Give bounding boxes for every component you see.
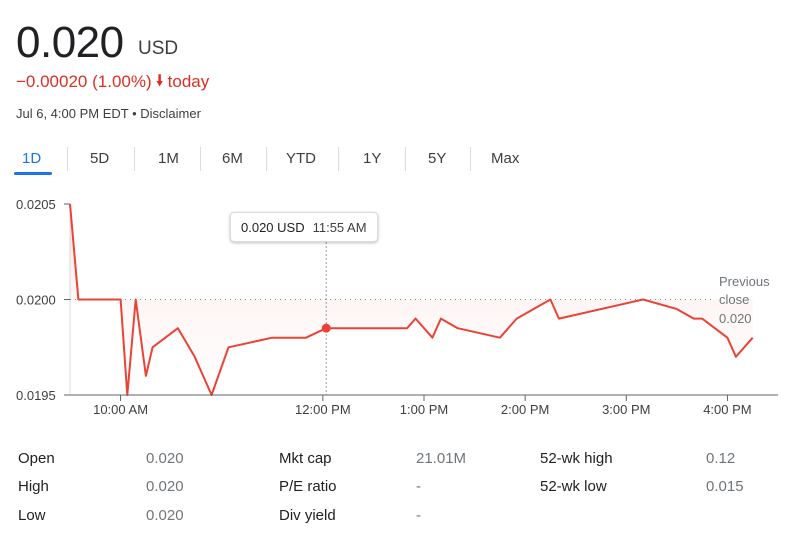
stat-label-52wk-high: 52-wk high [540,450,613,467]
price-value: 0.020 [16,18,124,67]
y-axis-ticks: 0.0205 0.0200 0.0195 [16,197,70,403]
x-axis-ticks: 10:00 AM 12:00 PM 1:00 PM 2:00 PM 3:00 PM 4:0… [93,395,752,417]
x-tick-label: 3:00 PM [602,402,650,417]
x-tick-label: 4:00 PM [703,402,751,417]
active-tab-indicator [14,172,52,175]
tab-divider [134,147,135,171]
previous-close-label: Previous close 0.020 [719,274,770,326]
price-chart[interactable]: 0.0205 0.0200 0.0195 10:00 AM 12:00 PM 1:00 … [0,190,799,430]
y-tick-label: 0.0205 [16,197,56,212]
stat-label-open: Open [18,450,55,467]
stat-value-pe-ratio: - [416,478,421,495]
stat-value-mkt-cap: 21.01M [416,450,467,467]
change-amount: −0.00020 (1.00%) [16,72,152,91]
y-tick-label: 0.0200 [16,293,56,308]
stat-label-high: High [18,478,49,495]
tab-1d[interactable]: 1D [22,150,42,167]
stat-label-mkt-cap: Mkt cap [279,450,332,467]
y-tick-label: 0.0195 [16,388,56,403]
tab-divider [405,147,406,171]
prev-close-label-2: close [719,292,749,307]
change-period: today [167,72,210,91]
x-tick-label: 12:00 PM [295,402,351,417]
price-change: −0.00020 (1.00%) 🠛 today [16,72,209,92]
x-tick-label: 1:00 PM [400,402,448,417]
tab-divider [266,147,267,171]
tooltip-time: 11:55 AM [312,219,367,235]
tab-1m[interactable]: 1M [158,150,179,167]
stat-label-div-yield: Div yield [279,507,336,524]
hover-point [321,323,331,333]
tab-divider [200,147,201,171]
tooltip-value: 0.020 USD [241,219,305,235]
currency-label: USD [138,38,179,59]
stat-value-open: 0.020 [146,450,184,467]
hover-tooltip: 0.020 USD 11:55 AM [230,212,378,242]
stat-label-low: Low [18,507,46,524]
x-tick-label: 10:00 AM [93,402,148,417]
stat-value-52wk-low: 0.015 [706,478,744,495]
arrow-down-icon: 🠛 [155,73,164,90]
tab-divider [67,147,68,171]
prev-close-label-1: Previous [719,274,770,289]
tab-divider [338,147,339,171]
quote-timestamp: Jul 6, 4:00 PM EDT • Disclaimer [16,106,201,121]
stat-value-52wk-high: 0.12 [706,450,736,467]
stat-label-pe-ratio: P/E ratio [279,478,337,495]
stat-label-52wk-low: 52-wk low [540,478,607,495]
price-line [69,203,754,396]
stat-value-high: 0.020 [146,478,184,495]
tab-1y[interactable]: 1Y [363,150,382,167]
tab-divider [470,147,471,171]
tab-5y[interactable]: 5Y [428,150,447,167]
price-area-fill [70,204,753,395]
tab-max[interactable]: Max [491,150,520,167]
stat-value-div-yield: - [416,507,421,524]
tab-5d[interactable]: 5D [90,150,110,167]
prev-close-value: 0.020 [719,311,752,326]
tab-ytd[interactable]: YTD [286,150,316,167]
tab-6m[interactable]: 6M [222,150,243,167]
x-tick-label: 2:00 PM [501,402,549,417]
stat-value-low: 0.020 [146,507,184,524]
